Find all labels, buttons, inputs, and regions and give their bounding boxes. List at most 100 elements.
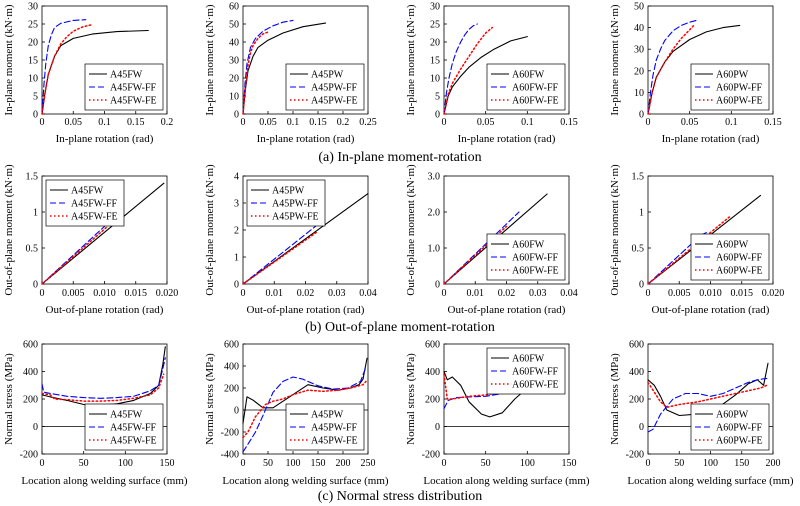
y-tick-label: 60 bbox=[229, 2, 239, 13]
series-line-a45fw-fe bbox=[41, 373, 165, 402]
series-line-a45fw bbox=[41, 346, 166, 406]
legend-label: A45FW-FF bbox=[110, 83, 157, 94]
legend-label: A60FW-FF bbox=[512, 253, 559, 264]
series-line-a60fw-ff bbox=[443, 23, 478, 115]
y-tick-label: 2.0 bbox=[428, 208, 441, 219]
x-tick-label: 0 bbox=[442, 458, 447, 469]
chart-a3: 0 0.05 0.1 0.15 0 5 10 15 20 25 30 In-plane rotatio… bbox=[405, 2, 578, 146]
x-tick-label: 0.010 bbox=[93, 288, 116, 299]
y-tick-label: 15 bbox=[430, 56, 440, 67]
y-tick-label: 3 bbox=[234, 199, 239, 210]
x-tick-label: 0.010 bbox=[699, 288, 722, 299]
legend-label: A60FW-FE bbox=[512, 380, 559, 391]
x-tick-label: 0.01 bbox=[467, 288, 485, 299]
series-line-a60fw bbox=[443, 36, 528, 115]
x-tick-label: 100 bbox=[703, 458, 718, 469]
x-tick-label: 100 bbox=[118, 458, 133, 469]
legend-label: A45PW-FF bbox=[311, 83, 358, 94]
y-tick-label: 600 bbox=[425, 340, 440, 351]
x-tick-label: 0.02 bbox=[297, 288, 315, 299]
x-tick-label: 0.2 bbox=[337, 117, 350, 128]
series-line-a60fw-fe bbox=[443, 26, 494, 115]
legend-label: A60FW-FF bbox=[512, 367, 559, 378]
legend-label: A45PW bbox=[311, 70, 344, 81]
x-axis-title: Location along welding surface (mm) bbox=[627, 475, 794, 487]
legend-label: A60PW bbox=[716, 70, 749, 81]
y-tick-label: 0 bbox=[639, 422, 644, 433]
x-tick-label: 0.05 bbox=[65, 117, 83, 128]
legend-label: A45PW bbox=[272, 186, 305, 197]
x-axis-title: Location along welding surface (mm) bbox=[222, 475, 389, 487]
y-tick-label: 0 bbox=[435, 110, 440, 121]
x-tick-label: 0 bbox=[40, 458, 45, 469]
y-tick-label: 30 bbox=[634, 45, 644, 56]
x-axis-title: Location along welding surface (mm) bbox=[423, 475, 590, 487]
x-tick-label: 0.02 bbox=[498, 288, 516, 299]
legend-label: A45PW-FE bbox=[311, 436, 358, 447]
legend-label: A60PW-FE bbox=[716, 266, 763, 277]
y-axis-title: Normal stress (MPa) bbox=[3, 353, 15, 445]
y-tick-label: 0 bbox=[33, 280, 38, 291]
x-tick-label: 0.1 bbox=[287, 117, 300, 128]
legend-label: A45FW-FE bbox=[110, 96, 157, 107]
y-tick-label: 25 bbox=[430, 20, 440, 31]
series-line-a60pw-fe bbox=[647, 216, 731, 285]
legend-label: A60FW-FF bbox=[512, 83, 559, 94]
x-tick-label: 0.05 bbox=[259, 117, 277, 128]
series-line-a45pw-ff bbox=[242, 19, 294, 115]
series-line-a60pw bbox=[647, 24, 741, 115]
plot-frame bbox=[647, 5, 774, 115]
y-tick-label: 0 bbox=[33, 422, 38, 433]
y-tick-label: 20 bbox=[430, 38, 440, 49]
y-axis-title: In-plane moment (kN·m) bbox=[3, 4, 15, 116]
y-tick-label: 10 bbox=[229, 92, 239, 103]
y-axis-title: In-plane moment (kN·m) bbox=[609, 4, 621, 116]
x-tick-label: 0.05 bbox=[477, 117, 495, 128]
legend-label: A45FW bbox=[110, 70, 143, 81]
x-tick-label: 0.020 bbox=[762, 288, 785, 299]
y-tick-label: 30 bbox=[430, 2, 440, 13]
series-line-a60pw-ff bbox=[647, 19, 699, 115]
x-tick-label: 0.01 bbox=[266, 288, 284, 299]
y-tick-label: -200 bbox=[221, 428, 239, 439]
y-tick-label: 1 bbox=[33, 208, 38, 219]
x-tick-label: 0 bbox=[40, 117, 45, 128]
y-tick-label: 200 bbox=[629, 395, 644, 406]
legend-label: A60PW-FF bbox=[716, 83, 763, 94]
x-tick-label: 0.03 bbox=[529, 288, 547, 299]
caption-c: (c) Normal stress distribution bbox=[318, 489, 482, 504]
y-axis-title: In-plane moment (kN·m) bbox=[405, 4, 417, 116]
y-tick-label: 600 bbox=[629, 340, 644, 351]
x-tick-label: 250 bbox=[361, 458, 376, 469]
x-tick-label: 0 bbox=[40, 288, 45, 299]
series-line-a45fw-fe bbox=[41, 23, 93, 115]
series-line-a45pw-fe bbox=[242, 230, 319, 285]
x-tick-label: 0.15 bbox=[127, 117, 145, 128]
chart-b3: 0 0.01 0.02 0.03 0.04 0 1.0 2.0 3.0 Out-of-plane … bbox=[405, 164, 578, 316]
y-tick-label: 0 bbox=[234, 280, 239, 291]
x-tick-label: 0.1 bbox=[725, 117, 738, 128]
legend-label: A60PW-FE bbox=[716, 436, 763, 447]
x-tick-label: 0.05 bbox=[681, 117, 699, 128]
y-tick-label: 600 bbox=[23, 340, 38, 351]
y-tick-label: 30 bbox=[28, 2, 38, 13]
y-tick-label: 0.5 bbox=[26, 244, 39, 255]
x-tick-label: 0.04 bbox=[560, 288, 578, 299]
y-tick-label: 0 bbox=[639, 110, 644, 121]
y-axis-title: Normal stress (MPa) bbox=[405, 353, 417, 445]
caption-b: (b) Out-of-plane moment-rotation bbox=[305, 320, 495, 335]
legend: A60PW A60PW-FF A60PW-FE bbox=[690, 403, 770, 451]
x-tick-label: 150 bbox=[311, 458, 326, 469]
x-tick-label: 0.015 bbox=[125, 288, 148, 299]
x-tick-label: 0 bbox=[646, 288, 651, 299]
y-tick-label: 25 bbox=[28, 20, 38, 31]
y-tick-label: 0 bbox=[435, 422, 440, 433]
y-tick-label: 400 bbox=[23, 367, 38, 378]
x-tick-label: 0.015 bbox=[731, 288, 754, 299]
x-tick-label: 0.1 bbox=[521, 117, 534, 128]
legend-label: A45PW-FE bbox=[272, 212, 319, 223]
series-line-a45pw bbox=[242, 22, 327, 115]
legend: A60FW A60FW-FF A60FW-FE bbox=[486, 233, 566, 281]
y-tick-label: 10 bbox=[28, 74, 38, 85]
